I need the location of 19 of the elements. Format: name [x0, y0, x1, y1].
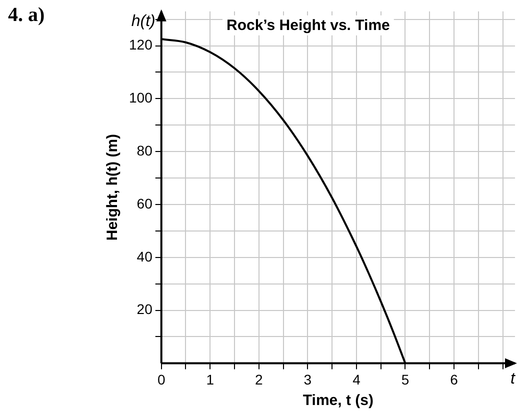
- y-tick-label: 100: [129, 90, 153, 106]
- x-tick-label: 4: [352, 371, 361, 388]
- chart-title: Rock’s Height vs. Time: [226, 17, 390, 34]
- x-tick-label: 6: [450, 371, 458, 388]
- x-tick-label: 3: [304, 371, 312, 388]
- y-tick-label: 20: [136, 301, 153, 318]
- y-tick-label: 60: [136, 195, 153, 212]
- x-tick-label: 0: [157, 371, 166, 388]
- y-tick-label: 40: [136, 248, 153, 264]
- text: 4. a): [8, 4, 45, 27]
- text: t: [510, 370, 516, 388]
- x-tick-label: 1: [206, 371, 214, 388]
- x-tick-label: 5: [401, 371, 410, 388]
- y-tick-label: 80: [136, 142, 153, 158]
- x-axis-title: Time, t (s): [302, 392, 374, 410]
- text: h(t): [131, 12, 156, 30]
- y-tick-label: 120: [129, 36, 153, 53]
- x-tick-label: 2: [255, 371, 264, 388]
- y-axis-title: Height, h(t) (m): [104, 134, 122, 241]
